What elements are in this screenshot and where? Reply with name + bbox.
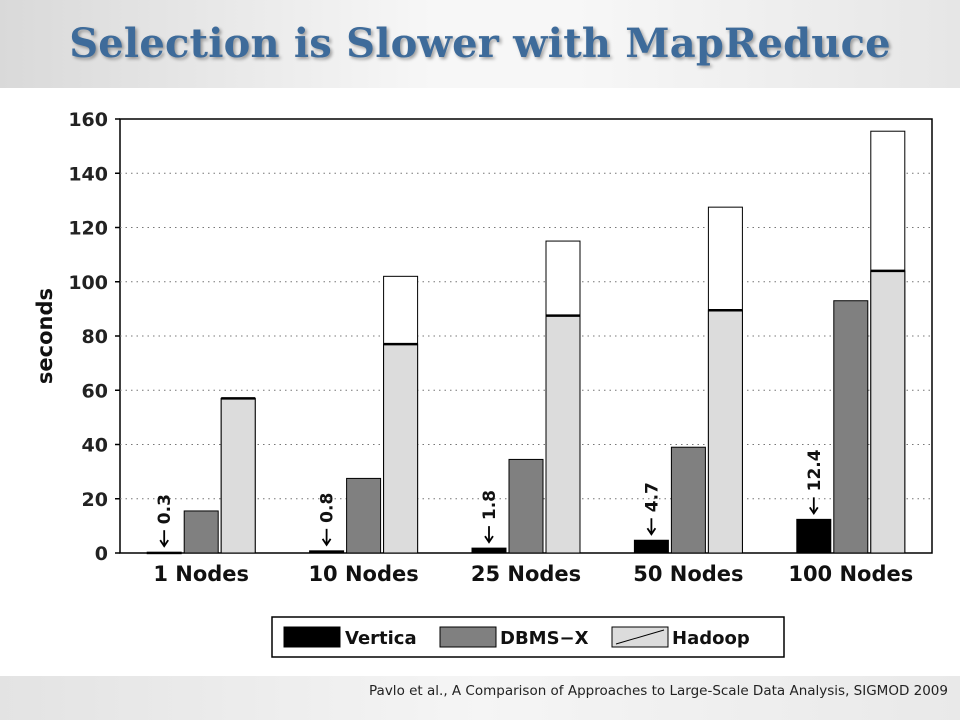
x-category-label: 100 Nodes — [788, 562, 913, 586]
y-tick-label: 0 — [95, 543, 108, 565]
bar-hadoop-inner — [545, 315, 581, 554]
legend-label: Hadoop — [672, 628, 750, 649]
annotation-label: 4.7 — [642, 482, 662, 512]
bar-vertica — [309, 550, 345, 554]
bar-dbms-x — [183, 510, 219, 554]
bar-dbms-x — [346, 477, 382, 554]
y-tick-label: 40 — [82, 435, 108, 457]
bar-hadoop-inner — [707, 309, 743, 554]
annotation-arrowhead — [159, 539, 169, 548]
annotation-label: 0.3 — [155, 494, 175, 524]
y-tick-label: 100 — [68, 272, 108, 294]
x-category-label: 25 Nodes — [471, 562, 581, 586]
annotation-arrowhead — [321, 538, 332, 547]
legend-swatch-vertica — [283, 626, 341, 648]
bar-dbms-x — [833, 300, 869, 554]
y-tick-label: 60 — [82, 380, 108, 402]
annotation-arrowhead — [809, 506, 819, 515]
x-category-label: 10 Nodes — [308, 562, 418, 586]
bar-hadoop-inner — [383, 343, 419, 554]
y-tick-label: 140 — [68, 163, 108, 185]
annotation-label: 0.8 — [318, 493, 338, 523]
bar-dbms-x — [670, 446, 706, 554]
bar-dbms-x — [508, 458, 544, 554]
legend-box — [271, 616, 785, 658]
title-band — [0, 0, 960, 88]
bar-vertica — [471, 547, 507, 554]
annotation-label: 1.8 — [480, 490, 500, 520]
bar-hadoop-inner — [220, 397, 256, 554]
slide-title: Selection is Slower with MapReduce — [69, 20, 891, 67]
annotation-arrowhead — [646, 527, 657, 536]
bar-hadoop-inner — [870, 270, 906, 554]
citation-text: Pavlo et al., A Comparison of Approaches… — [369, 683, 948, 699]
y-tick-label: 20 — [82, 489, 108, 511]
x-category-label: 1 Nodes — [153, 562, 249, 586]
bar-chart: 0 20 40 60 80 100 120 140 160 seconds 0.3 1 Nodes 0.… — [33, 109, 933, 658]
legend-label: DBMS−X — [500, 628, 589, 649]
legend-label: Vertica — [345, 628, 417, 649]
bar-vertica — [633, 539, 669, 554]
x-category-label: 50 Nodes — [633, 562, 743, 586]
y-tick-label: 160 — [68, 109, 108, 131]
y-tick-label: 80 — [82, 326, 108, 348]
annotation-label: 12.4 — [805, 449, 825, 491]
bar-vertica — [796, 518, 832, 554]
legend-hadoop-slash — [615, 629, 665, 645]
legend-swatch-dbms-x — [439, 626, 497, 648]
y-axis-label: seconds — [33, 288, 57, 384]
bar-vertica — [146, 551, 182, 555]
annotation-arrowhead — [484, 535, 494, 544]
y-tick-label: 120 — [68, 218, 108, 240]
citation-band — [0, 676, 960, 720]
